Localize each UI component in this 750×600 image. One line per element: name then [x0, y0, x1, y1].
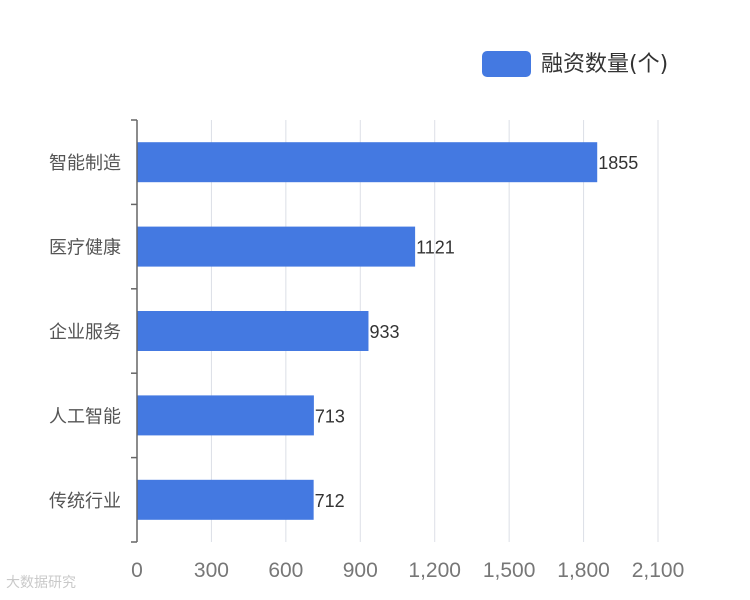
category-label: 企业服务: [49, 322, 121, 343]
axes: [131, 119, 138, 543]
bars: [137, 142, 598, 520]
bar[interactable]: [137, 479, 314, 520]
data-label: 1855: [598, 153, 638, 173]
x-tick-label: 300: [194, 559, 229, 582]
bar[interactable]: [137, 311, 369, 351]
x-tick-label: 1,500: [483, 559, 536, 582]
data-label: 1121: [416, 238, 455, 258]
category-label: 智能制造: [49, 153, 121, 174]
category-label: 人工智能: [49, 406, 121, 427]
bar[interactable]: [137, 226, 416, 267]
bar[interactable]: [137, 142, 598, 183]
data-label: 713: [315, 406, 345, 426]
legend-swatch: [482, 51, 531, 77]
data-label: 712: [315, 491, 345, 511]
x-tick-label: 1,800: [557, 559, 610, 582]
bar[interactable]: [137, 395, 314, 436]
category-label: 医疗健康: [49, 238, 121, 259]
legend[interactable]: 融资数量(个): [482, 51, 668, 77]
watermark-logo: 大数据研究: [6, 575, 76, 591]
x-tick-label: 600: [268, 559, 303, 582]
x-tick-label: 1,200: [408, 559, 461, 582]
labels: 0 300 600 900 1,200 1,500 1,800 2,100 智能制造 1855 医疗…: [49, 153, 684, 582]
category-label: 传统行业: [49, 491, 121, 512]
x-tick-label: 2,100: [632, 559, 685, 582]
x-tick-label: 0: [131, 559, 143, 582]
x-tick-label: 900: [343, 559, 378, 582]
data-label: 933: [369, 322, 399, 342]
legend-label: 融资数量(个): [541, 52, 668, 77]
